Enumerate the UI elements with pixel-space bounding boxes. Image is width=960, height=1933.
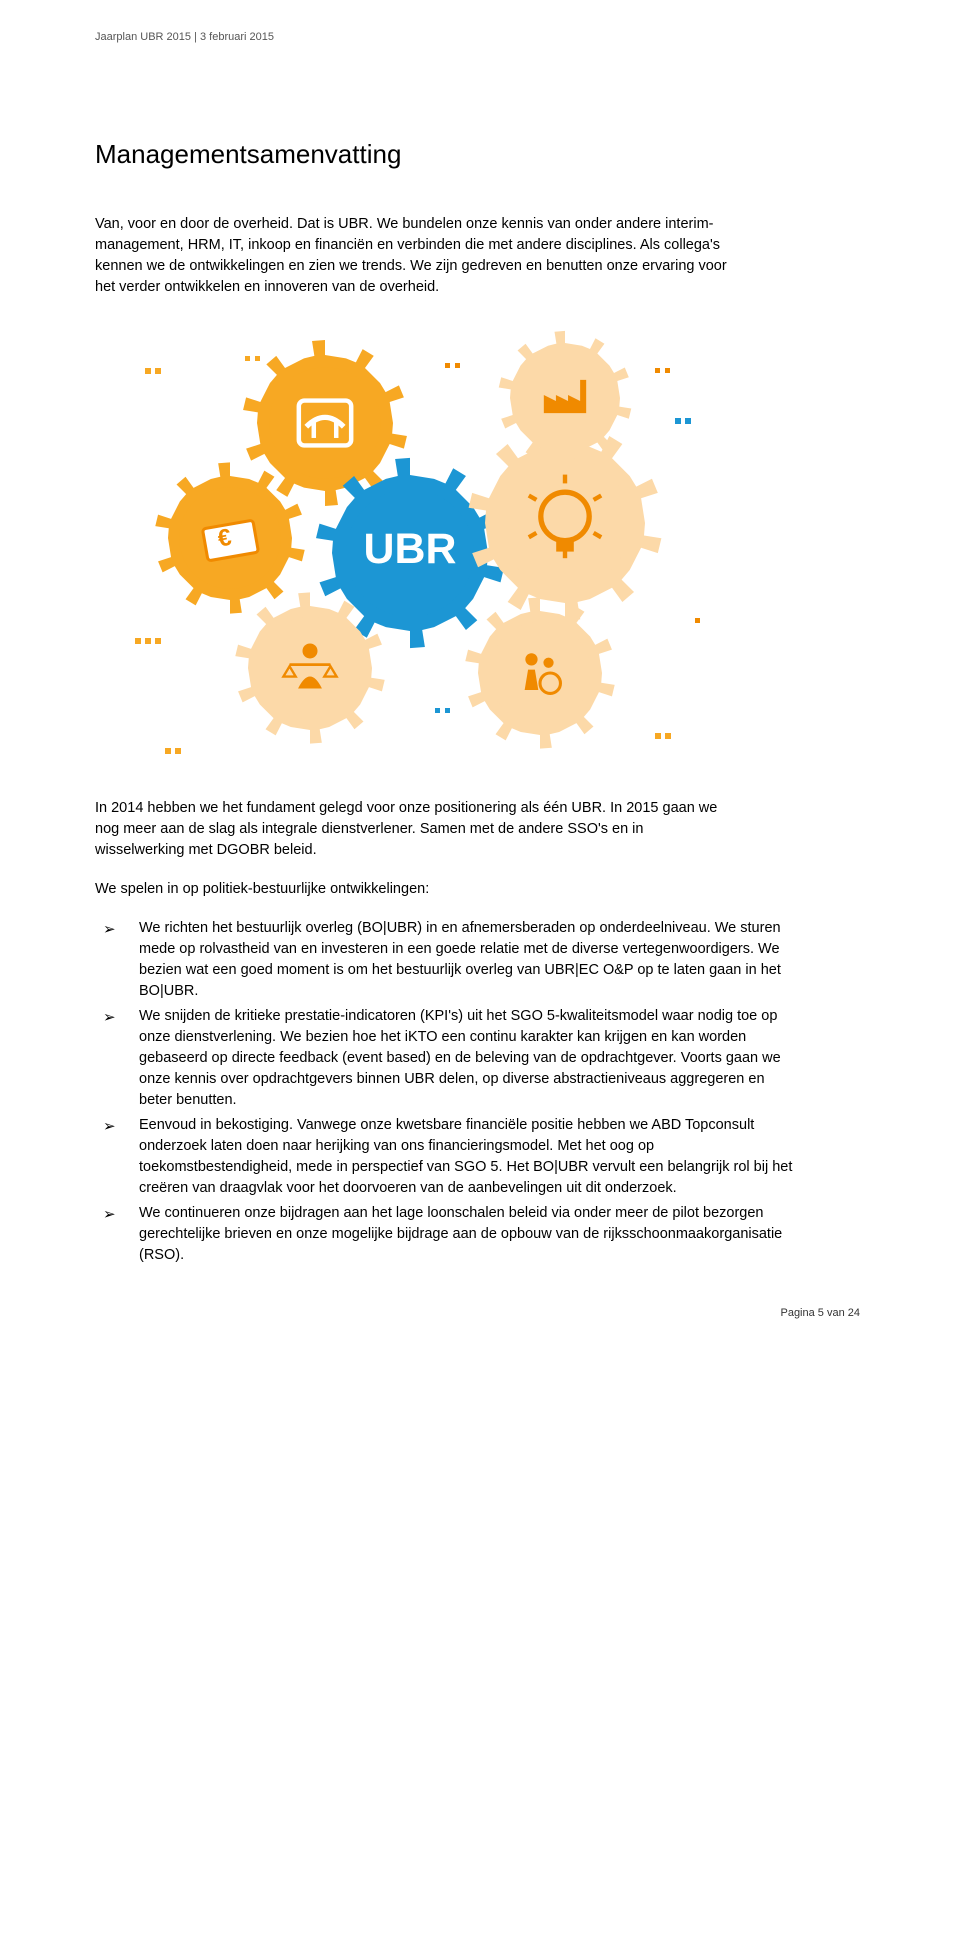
decoration-square <box>145 638 151 644</box>
page-title: Managementsamenvatting <box>95 136 865 174</box>
bullet-list: ➢ We richten het bestuurlijk overleg (BO|… <box>95 918 795 1266</box>
decoration-square <box>665 368 670 373</box>
decoration-square <box>435 708 440 713</box>
decoration-square <box>145 368 151 374</box>
intro-paragraph: Van, voor en door de overheid. Dat is UB… <box>95 214 735 298</box>
bullet-arrow-icon: ➢ <box>103 1007 116 1029</box>
decoration-square <box>165 748 171 754</box>
page-footer: Pagina 5 van 24 <box>95 1306 865 1322</box>
bullet-text: We continueren onze bijdragen aan het la… <box>139 1205 782 1263</box>
decoration-square <box>675 418 681 424</box>
bullet-arrow-icon: ➢ <box>103 919 116 941</box>
document-header: Jaarplan UBR 2015 | 3 februari 2015 <box>95 30 865 46</box>
decoration-square <box>245 356 250 361</box>
decoration-square <box>445 708 450 713</box>
bullet-text: Eenvoud in bekostiging. Vanwege onze kwe… <box>139 1117 792 1196</box>
gear-justice <box>235 592 384 743</box>
bullet-item: ➢ We continueren onze bijdragen aan het l… <box>95 1203 795 1266</box>
bullet-item: ➢ We richten het bestuurlijk overleg (BO|… <box>95 918 795 1002</box>
decoration-square <box>255 356 260 361</box>
svg-text:UBR: UBR <box>364 525 457 573</box>
after-graphic-paragraph: In 2014 hebben we het fundament gelegd v… <box>95 798 735 861</box>
decoration-square <box>455 363 460 368</box>
bullet-arrow-icon: ➢ <box>103 1204 116 1226</box>
bullet-text: We richten het bestuurlijk overleg (BO|U… <box>139 920 781 999</box>
gear-accessibility <box>465 597 614 748</box>
decoration-square <box>155 368 161 374</box>
ubr-gears-infographic: €UBR <box>95 328 735 768</box>
decoration-square <box>655 368 660 373</box>
decoration-square <box>665 733 671 739</box>
decoration-square <box>655 733 661 739</box>
decoration-square <box>175 748 181 754</box>
bullet-text: We snijden de kritieke prestatie-indicat… <box>139 1008 781 1108</box>
bullet-item: ➢ We snijden de kritieke prestatie-indica… <box>95 1006 795 1111</box>
bullet-item: ➢ Eenvoud in bekostiging. Vanwege onze kw… <box>95 1115 795 1199</box>
bullets-lead: We spelen in op politiek-bestuurlijke on… <box>95 879 735 900</box>
decoration-square <box>135 638 141 644</box>
gear-factory <box>499 331 632 465</box>
decoration-square <box>445 363 450 368</box>
bullet-arrow-icon: ➢ <box>103 1116 116 1138</box>
decoration-square <box>695 618 700 623</box>
decoration-square <box>685 418 691 424</box>
decoration-square <box>155 638 161 644</box>
